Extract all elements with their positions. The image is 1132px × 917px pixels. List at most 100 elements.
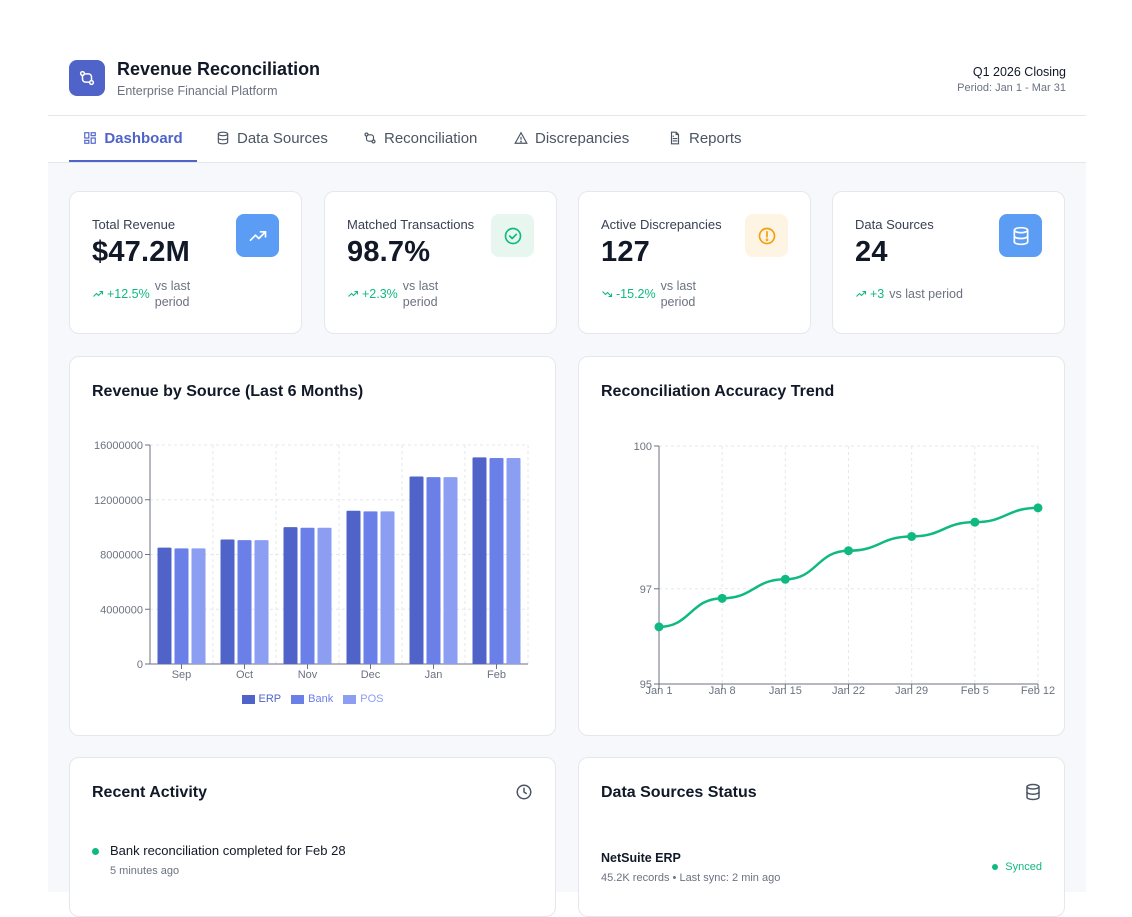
- accuracy-line-chart: 95 97 100 Jan 1 Jan 8 Jan 15 Jan 22 Jan 29 Feb 5…: [634, 441, 1055, 697]
- check-circle-icon: [491, 214, 534, 257]
- y-tick-label: 4000000: [100, 604, 143, 616]
- kpi-vs: vs last period: [889, 287, 963, 301]
- legend-swatch: [291, 694, 305, 704]
- legend-item-erp[interactable]: ERP: [241, 693, 282, 705]
- kpi-card-active-discrepancies: Active Discrepancies 127 -15.2% vs last …: [578, 191, 811, 334]
- trending-up-icon: [93, 290, 104, 297]
- trending-up-icon: [856, 290, 867, 297]
- data-point: [717, 593, 727, 603]
- y-tick-label: 97: [640, 584, 652, 596]
- tab-label: Dashboard: [104, 129, 183, 147]
- legend-swatch: [241, 694, 255, 704]
- kpi-change: +3 vs last period: [855, 278, 963, 301]
- git-compare-icon: [364, 132, 376, 144]
- bar-pos: [254, 540, 269, 664]
- kpi-value: $47.2M: [92, 236, 190, 268]
- accuracy-chart-card: Reconciliation Accuracy Trend 95 97 100 Jan…: [578, 356, 1065, 736]
- kpi-delta-value: +2.3%: [362, 287, 398, 301]
- kpi-delta: -15.2%: [601, 287, 656, 301]
- recent-activity-card: Recent Activity Bank reconciliation comp…: [69, 757, 556, 917]
- section-title: Data Sources Status: [601, 784, 757, 801]
- tab-discrepancies[interactable]: Discrepancies: [514, 116, 629, 160]
- bar-pos: [380, 511, 395, 664]
- data-point: [907, 531, 917, 541]
- x-tick-label: Jan 22: [832, 685, 865, 697]
- kpi-delta-value: -15.2%: [616, 287, 656, 301]
- x-tick-label: Jan 1: [646, 685, 673, 697]
- chart-legend: ERP Bank POS: [70, 693, 555, 705]
- kpi-label: Total Revenue: [92, 217, 176, 232]
- kpi-card-data-sources: Data Sources 24 +3 vs last period: [832, 191, 1065, 334]
- kpi-delta: +12.5%: [92, 287, 150, 301]
- bar-bank: [489, 458, 504, 664]
- bar-bank: [174, 548, 189, 664]
- file-text-icon: [670, 131, 680, 145]
- activity-time: 5 minutes ago: [110, 865, 180, 877]
- x-tick-label: Dec: [361, 669, 381, 681]
- legend-item-pos[interactable]: POS: [343, 693, 383, 705]
- status-badge: Synced: [992, 861, 1042, 873]
- bar-erp: [220, 539, 235, 664]
- bar-pos: [506, 458, 521, 664]
- y-tick-label: 95: [640, 679, 652, 691]
- x-tick-label: Nov: [298, 669, 318, 681]
- data-point: [844, 546, 853, 556]
- chart-title: Reconciliation Accuracy Trend: [601, 383, 835, 400]
- tab-dashboard[interactable]: Dashboard: [69, 116, 197, 162]
- period-title: Q1 2026 Closing: [972, 65, 1066, 79]
- bar-bank: [426, 477, 441, 664]
- status-label: Synced: [1005, 861, 1042, 873]
- y-tick-label: 100: [634, 441, 652, 453]
- layout-dashboard-icon: [84, 132, 97, 144]
- kpi-delta-value: +12.5%: [107, 287, 150, 301]
- kpi-delta: +2.3%: [347, 287, 398, 301]
- bar-pos: [443, 477, 458, 664]
- database-icon[interactable]: [1024, 783, 1042, 801]
- period-range: Period: Jan 1 - Mar 31: [957, 82, 1066, 94]
- tab-reports[interactable]: Reports: [668, 116, 742, 160]
- bar-erp: [157, 547, 172, 664]
- x-tick-label: Feb: [487, 669, 506, 681]
- legend-label: Bank: [308, 693, 334, 705]
- x-tick-label: Jan 15: [769, 685, 802, 697]
- bar-bank: [363, 511, 378, 664]
- kpi-vs: vs last period: [660, 279, 697, 309]
- clock-icon[interactable]: [515, 783, 533, 801]
- kpi-label: Active Discrepancies: [601, 217, 722, 232]
- kpi-change: -15.2% vs last period: [601, 278, 709, 310]
- x-tick-label: Feb 5: [961, 685, 989, 697]
- x-tick-label: Oct: [236, 669, 253, 681]
- data-point: [780, 574, 790, 584]
- x-tick-label: Sep: [172, 669, 192, 681]
- data-sources-status-card: Data Sources Status NetSuite ERP 45.2K r…: [578, 757, 1065, 917]
- tab-label: Data Sources: [237, 129, 328, 147]
- status-dot: [92, 848, 99, 855]
- legend-item-bank[interactable]: Bank: [291, 693, 333, 705]
- y-tick-label: 0: [137, 659, 143, 671]
- app-header: Revenue Reconciliation Enterprise Financ…: [48, 48, 1086, 116]
- x-tick-label: Jan 8: [709, 685, 736, 697]
- y-tick-label: 8000000: [100, 550, 143, 562]
- legend-label: POS: [360, 693, 384, 705]
- app-title: Revenue Reconciliation: [117, 59, 321, 79]
- section-title: Recent Activity: [92, 784, 207, 801]
- x-tick-label: Feb 12: [1021, 685, 1055, 697]
- tab-label: Reconciliation: [384, 129, 478, 147]
- database-icon: [999, 214, 1042, 257]
- tab-data-sources[interactable]: Data Sources: [216, 116, 328, 160]
- bar-erp: [346, 510, 361, 664]
- tab-reconciliation[interactable]: Reconciliation: [363, 116, 477, 160]
- status-dot: [992, 864, 999, 870]
- kpi-change: +12.5% vs last period: [92, 278, 203, 310]
- source-detail: 45.2K records • Last sync: 2 min ago: [601, 872, 781, 884]
- kpi-vs: vs last period: [154, 279, 191, 309]
- tab-label: Reports: [689, 129, 742, 147]
- git-compare-icon[interactable]: [69, 60, 105, 96]
- main-nav: Dashboard Data Sources Reconciliation Di…: [48, 116, 1086, 163]
- data-point: [654, 622, 664, 632]
- legend-label: ERP: [258, 693, 282, 705]
- kpi-value: 127: [601, 236, 650, 268]
- bar-erp: [283, 527, 298, 664]
- y-tick-label: 12000000: [94, 495, 143, 507]
- kpi-value: 24: [855, 236, 888, 268]
